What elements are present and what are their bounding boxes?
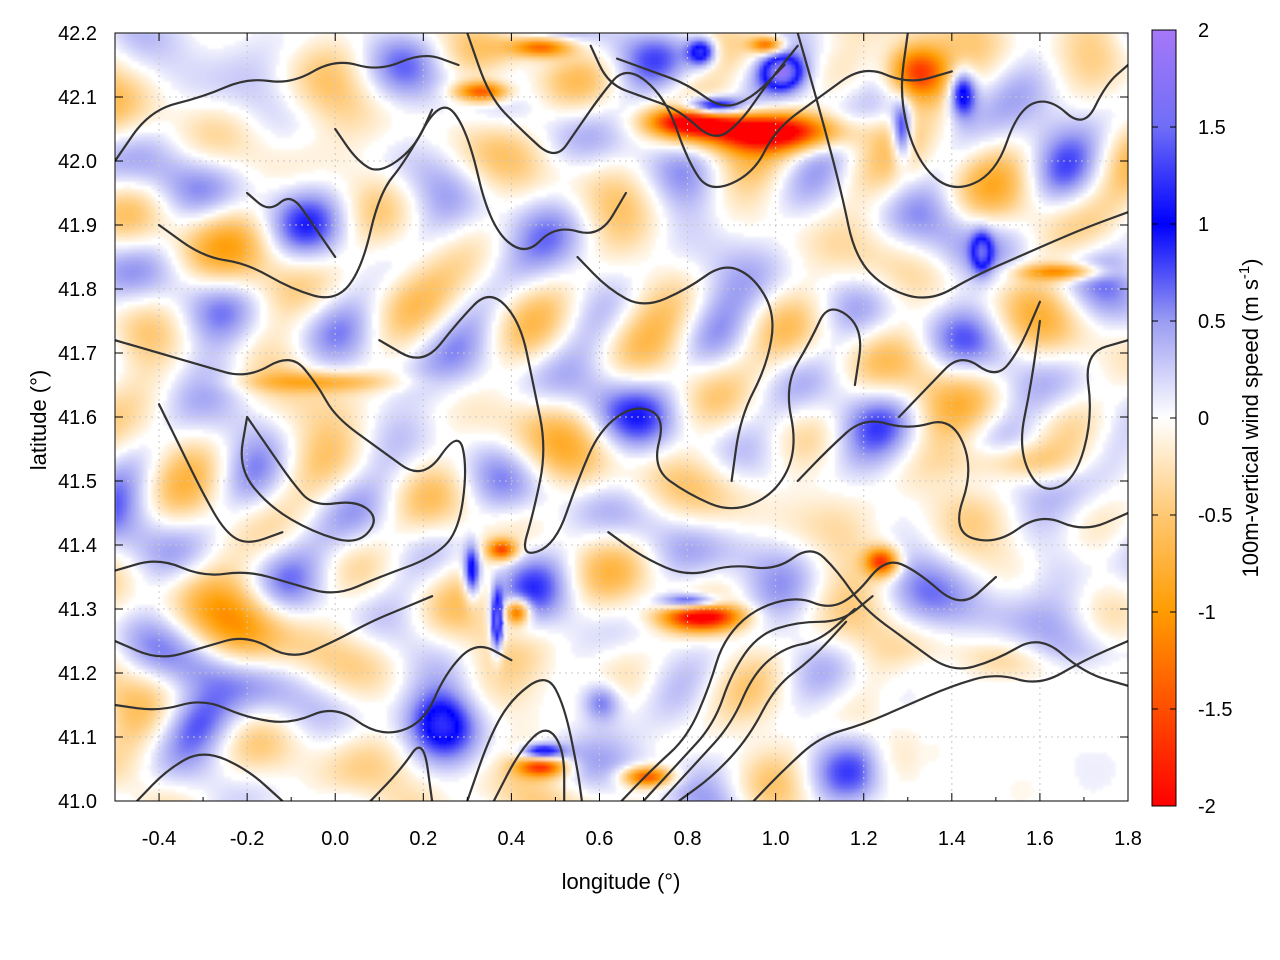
x-tick-label: 0.0 [321,828,349,850]
y-tick-label: 41.2 [58,663,97,685]
x-tick-label: 1.8 [1114,828,1142,850]
y-axis-title: latitude (°) [26,370,51,471]
x-tick-label: 1.0 [762,828,790,850]
colorbar-tick-label: 2 [1198,20,1209,42]
colorbar-tick-label: -2 [1198,796,1216,818]
y-tick-label: 42.0 [58,151,97,173]
x-tick-label: 1.4 [938,828,966,850]
colorbar-tick-label: 1 [1198,214,1209,236]
x-axis-title: longitude (°) [562,869,681,894]
colorbar-tick-label: 0.5 [1198,311,1226,333]
y-tick-label: 41.3 [58,599,97,621]
x-tick-label: 1.6 [1026,828,1054,850]
colorbar-tick-label: -1 [1198,602,1216,624]
x-tick-label: -0.4 [142,828,176,850]
y-tick-label: 41.1 [58,727,97,749]
colorbar-title-sup: -1 [1236,266,1253,279]
colorbar-tick-label: -0.5 [1198,505,1232,527]
colorbar-tick-label: 0 [1198,408,1209,430]
y-tick-label: 42.1 [58,87,97,109]
x-tick-label: 0.6 [586,828,614,850]
y-tick-label: 42.2 [58,23,97,45]
colorbar-title-tail: ) [1238,258,1263,265]
y-tick-label: 41.7 [58,343,97,365]
x-tick-label: 0.4 [497,828,525,850]
y-tick-label: 41.4 [58,535,97,557]
colorbar-tick-label: 1.5 [1198,117,1226,139]
x-tick-label: 0.2 [409,828,437,850]
colorbar-title: 100m-vertical wind speed (m s-1) [1236,258,1263,577]
y-tick-label: 41.6 [58,407,97,429]
x-tick-label: 1.2 [850,828,878,850]
x-tick-label: 0.8 [674,828,702,850]
colorbar-title-main: 100m-vertical wind speed (m s [1238,279,1263,577]
y-tick-label: 41.9 [58,215,97,237]
colorbar-tick-label: -1.5 [1198,699,1232,721]
x-tick-label: -0.2 [230,828,264,850]
y-tick-label: 41.5 [58,471,97,493]
y-tick-label: 41.0 [58,791,97,813]
y-tick-label: 41.8 [58,279,97,301]
